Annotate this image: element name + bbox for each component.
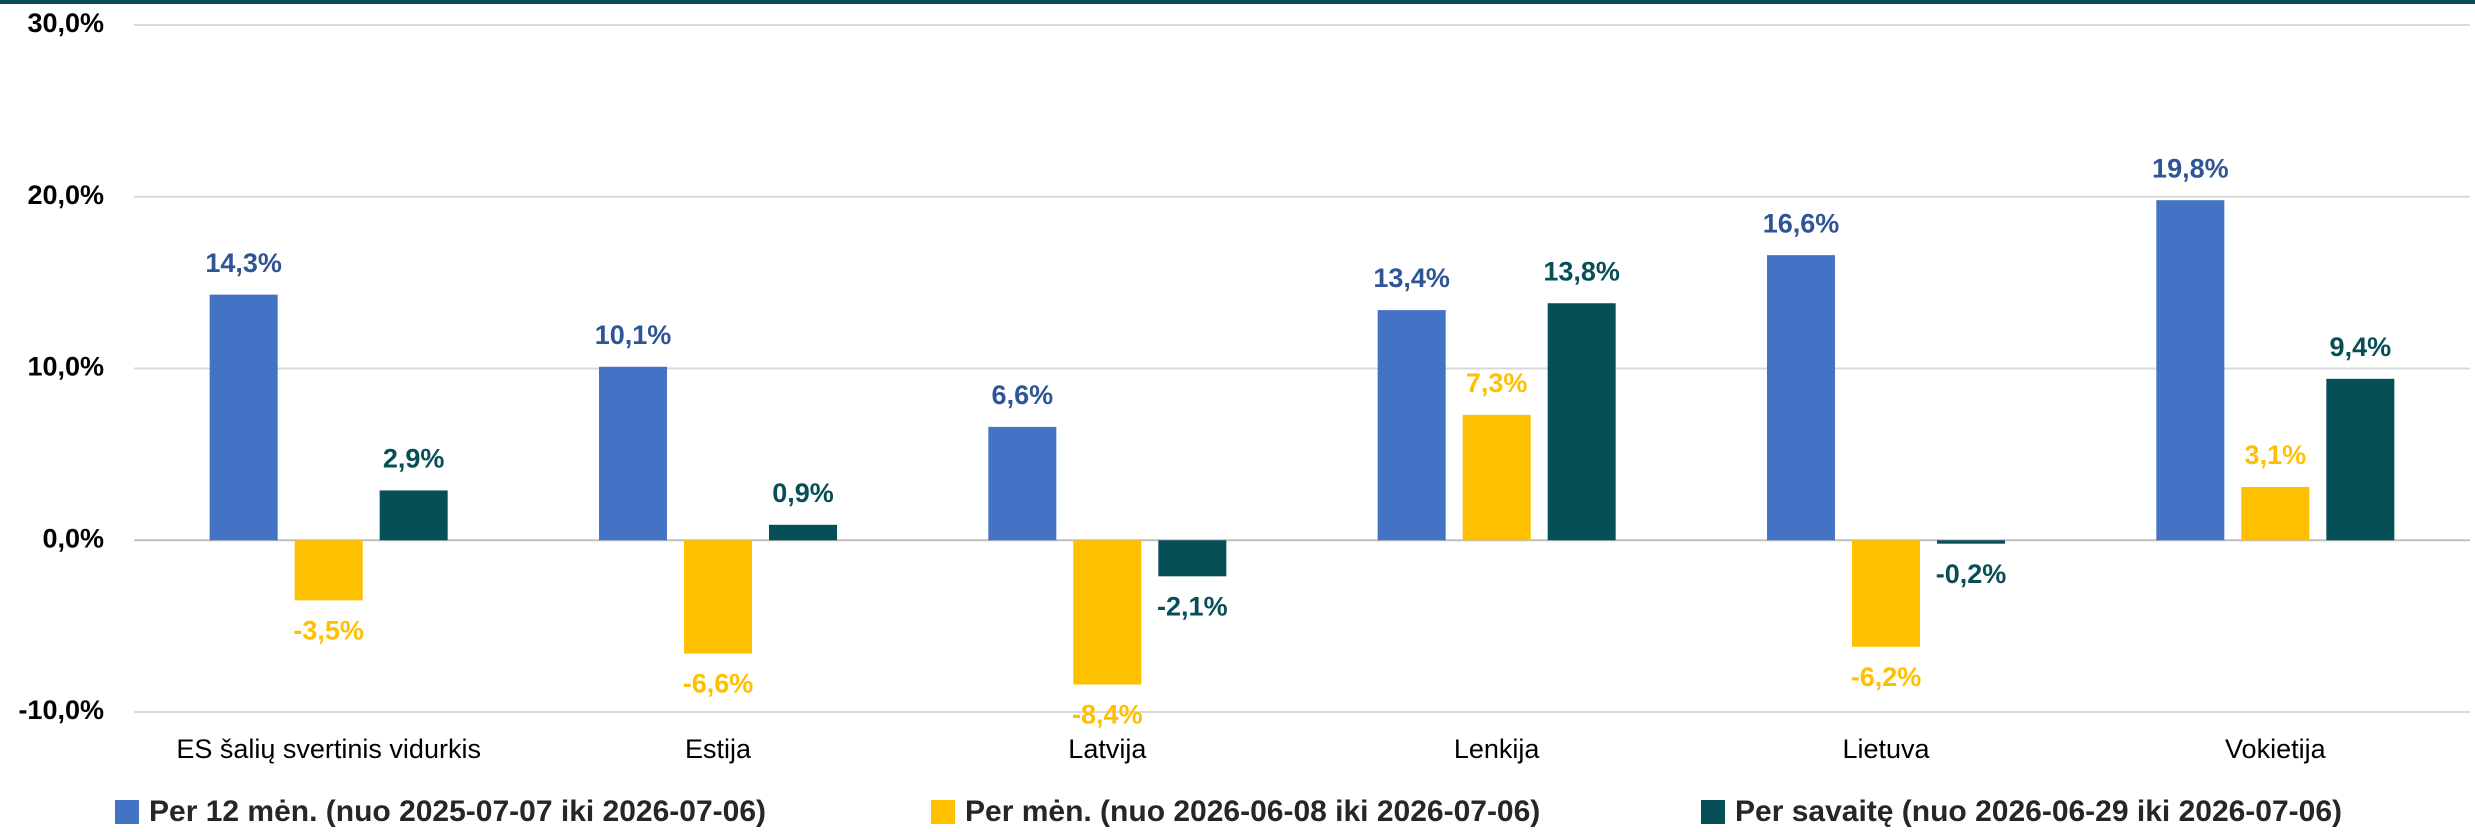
bar [294,540,363,601]
top-rule [0,0,2475,4]
x-tick-label: Vokietija [2225,734,2327,764]
bar [1547,303,1616,541]
bar [2156,200,2225,541]
bar [1852,540,1920,647]
y-tick-label: 10,0% [27,352,104,382]
legend-swatch [931,800,955,824]
bar [599,366,667,541]
bar [1073,540,1142,685]
bar [209,294,278,541]
legend-swatch [115,800,139,824]
value-label: 14,3% [205,248,282,278]
value-label: 10,1% [595,320,672,350]
value-label: -0,2% [1936,559,2007,589]
bar [2326,378,2395,541]
bar [1937,540,2005,544]
value-label: 3,1% [2245,440,2307,470]
value-label: -6,2% [1851,662,1922,692]
x-tick-label: Latvija [1068,734,1147,764]
value-label: 9,4% [2330,332,2392,362]
legend-label: Per mėn. (nuo 2026-06-08 iki 2026-07-06) [965,795,1540,828]
bar [379,490,448,541]
value-label: 2,9% [383,444,445,474]
x-tick-label: Lenkija [1454,734,1541,764]
value-label: 6,6% [992,380,1054,410]
value-label: 13,4% [1373,263,1450,293]
bar [1377,310,1446,541]
bar [684,540,752,654]
value-label: 16,6% [1763,208,1840,238]
y-tick-label: 0,0% [42,523,104,553]
bar [1767,255,1835,541]
y-tick-label: -10,0% [18,695,104,725]
legend-label: Per savaitę (nuo 2026-06-29 iki 2026-07-… [1735,795,2342,828]
bar [2241,487,2310,541]
bar [988,426,1057,541]
value-label: -3,5% [293,615,364,645]
value-label: -2,1% [1157,591,1228,621]
value-label: 13,8% [1543,256,1620,286]
x-tick-label: ES šalių svertinis vidurkis [176,734,481,764]
value-label: -6,6% [683,669,754,699]
x-tick-label: Lietuva [1842,734,1930,764]
bar [1462,414,1531,541]
y-tick-label: 20,0% [27,180,104,210]
value-label: -8,4% [1072,700,1143,730]
legend-swatch [1701,800,1725,824]
value-label: 19,8% [2152,153,2229,183]
value-label: 0,9% [772,478,834,508]
value-label: 7,3% [1466,368,1528,398]
x-tick-label: Estija [685,734,752,764]
y-tick-label: 30,0% [27,8,104,38]
bar [1158,540,1227,577]
legend-label: Per 12 mėn. (nuo 2025-07-07 iki 2026-07-… [149,795,766,828]
bar [769,524,837,541]
